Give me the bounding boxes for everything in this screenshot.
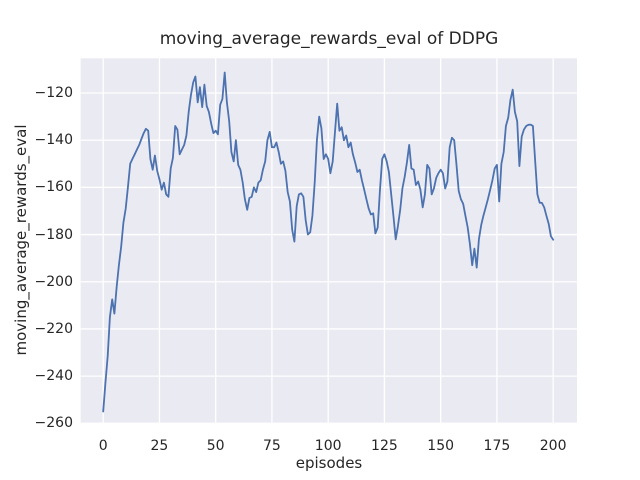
y-tick-label: −160 — [34, 179, 73, 196]
y-tick-label: −240 — [34, 368, 73, 385]
x-tick-label: 75 — [263, 438, 281, 454]
y-tick-label: −180 — [34, 226, 73, 243]
x-tick-label: 0 — [98, 438, 108, 454]
y-tick-label: −200 — [34, 273, 73, 290]
x-axis-label: episodes — [295, 454, 363, 472]
y-tick-label: −140 — [34, 132, 73, 149]
x-tick-label: 200 — [539, 438, 567, 454]
x-tick-label: 25 — [150, 438, 169, 454]
data-line-series — [102, 71, 555, 413]
y-tick-label: −120 — [34, 84, 73, 101]
x-tick-label: 50 — [206, 438, 225, 454]
x-tick-label: 100 — [314, 438, 342, 454]
axes-background — [80, 58, 577, 424]
y-tick-label: −220 — [34, 320, 73, 337]
x-tick-label: 150 — [427, 438, 455, 454]
y-tick-label: −260 — [34, 415, 73, 432]
x-tick-label: 175 — [483, 438, 511, 454]
chart-title: moving_average_rewards_eval of DDPG — [159, 29, 499, 49]
x-tick-label: 125 — [371, 438, 398, 454]
